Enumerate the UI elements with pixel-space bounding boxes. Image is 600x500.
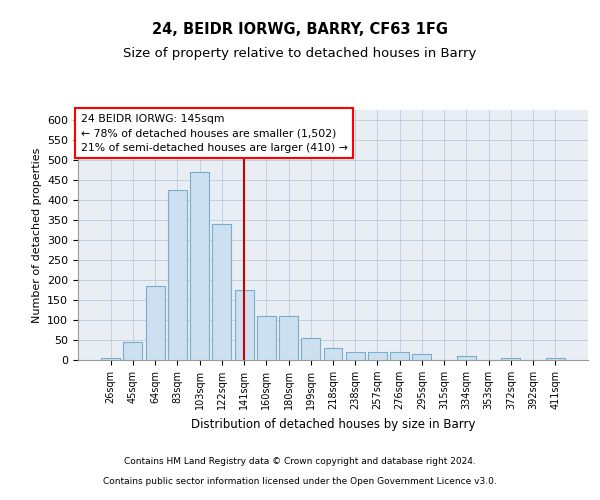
Bar (212, 224, 231, 360)
Bar (190, 172, 209, 360)
Bar (101, 358, 120, 360)
Bar (502, 358, 520, 360)
Bar (279, 316, 298, 360)
X-axis label: Distribution of detached houses by size in Barry: Distribution of detached houses by size … (191, 418, 475, 430)
Bar (457, 356, 476, 360)
Bar (146, 286, 164, 360)
Bar (168, 190, 187, 360)
Bar (257, 316, 276, 360)
Bar (390, 352, 409, 360)
Bar (368, 352, 387, 360)
Bar (546, 358, 565, 360)
Text: Contains public sector information licensed under the Open Government Licence v3: Contains public sector information licen… (103, 478, 497, 486)
Bar (124, 342, 142, 360)
Text: Size of property relative to detached houses in Barry: Size of property relative to detached ho… (124, 48, 476, 60)
Bar (323, 348, 343, 360)
Text: 24, BEIDR IORWG, BARRY, CF63 1FG: 24, BEIDR IORWG, BARRY, CF63 1FG (152, 22, 448, 38)
Bar (235, 290, 254, 360)
Bar (346, 352, 365, 360)
Bar (301, 338, 320, 360)
Text: 24 BEIDR IORWG: 145sqm
← 78% of detached houses are smaller (1,502)
21% of semi-: 24 BEIDR IORWG: 145sqm ← 78% of detached… (80, 114, 347, 152)
Y-axis label: Number of detached properties: Number of detached properties (32, 148, 41, 322)
Text: Contains HM Land Registry data © Crown copyright and database right 2024.: Contains HM Land Registry data © Crown c… (124, 458, 476, 466)
Bar (412, 354, 431, 360)
